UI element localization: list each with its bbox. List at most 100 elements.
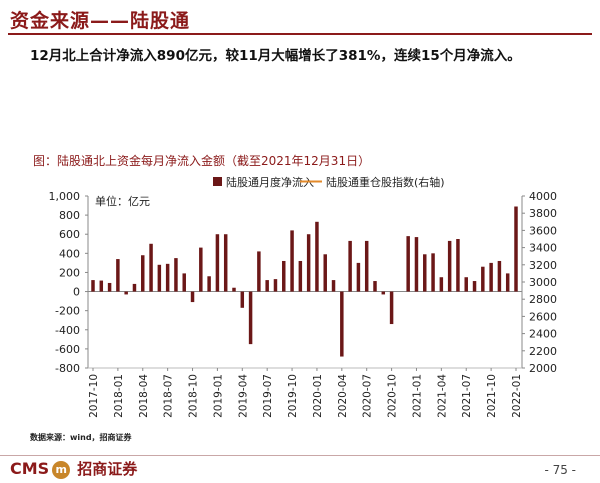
- x-tick-label: 2022-01: [511, 374, 523, 418]
- bar: [431, 253, 435, 292]
- x-tick-label: 2021-04: [436, 374, 448, 418]
- bar: [141, 255, 145, 292]
- logo-chinese-name: 招商证券: [77, 460, 138, 478]
- bar: [364, 240, 369, 292]
- bar: [497, 260, 502, 292]
- y2-tick-label: 2200: [529, 345, 557, 358]
- bar: [116, 259, 120, 292]
- unit-label: 单位：亿元: [95, 194, 150, 208]
- bar: [124, 291, 128, 295]
- y2-tick-label: 3800: [529, 207, 557, 220]
- y2-tick-label: 3200: [529, 259, 557, 272]
- bar: [505, 273, 510, 292]
- bar: [273, 279, 278, 292]
- page-subtitle: 12月北上合计净流入890亿元，较11月大幅增长了381%，连续15个月净流入。: [30, 48, 521, 64]
- logo-mark-icon: m: [52, 460, 71, 479]
- bar: [389, 291, 394, 325]
- x-tick-label: 2017-10: [88, 374, 100, 418]
- bar: [323, 254, 327, 292]
- x-tick-label: 2019-01: [212, 374, 224, 418]
- x-tick-label: 2020-10: [387, 374, 399, 418]
- y2-tick-label: 3600: [529, 224, 557, 237]
- bar: [356, 262, 361, 292]
- bar: [190, 291, 195, 303]
- bar: [157, 264, 162, 292]
- bar: [149, 243, 153, 292]
- bar: [306, 234, 311, 292]
- bar: [99, 280, 104, 292]
- bar: [456, 239, 460, 292]
- bar: [290, 230, 294, 292]
- x-tick-label: 2019-10: [287, 374, 299, 418]
- y-tick-label: 600: [59, 228, 80, 241]
- bar: [240, 291, 245, 308]
- y-tick-label: 1,000: [49, 190, 81, 203]
- bar: [464, 277, 468, 292]
- bar: [489, 262, 493, 292]
- bar: [107, 282, 112, 292]
- y-tick-label: -200: [55, 305, 80, 318]
- x-tick-label: 2020-07: [362, 374, 374, 418]
- bar: [223, 234, 228, 292]
- x-tick-label: 2021-10: [486, 374, 498, 418]
- bar: [232, 287, 236, 292]
- bar: [257, 251, 261, 292]
- bar: [414, 237, 419, 292]
- bar: [265, 280, 269, 292]
- bar: [423, 254, 427, 292]
- x-tick-label: 2018-10: [188, 374, 200, 418]
- y-tick-label: 200: [59, 266, 80, 279]
- page-title: 资金来源——陆股通: [10, 10, 191, 32]
- x-tick-label: 2018-01: [113, 374, 125, 418]
- x-tick-label: 2020-01: [312, 374, 324, 418]
- bar: [373, 281, 377, 292]
- bar: [439, 277, 444, 292]
- y2-tick-label: 3400: [529, 242, 557, 255]
- bar: [207, 276, 211, 292]
- x-tick-label: 2019-04: [237, 374, 249, 418]
- page-number: - 75 -: [544, 463, 576, 477]
- bar: [248, 291, 253, 345]
- bar: [282, 260, 286, 292]
- y2-tick-label: 4000: [529, 190, 557, 203]
- bar: [340, 291, 344, 357]
- bar: [472, 281, 477, 292]
- title-divider: [8, 33, 592, 35]
- bar: [199, 247, 203, 292]
- cms-logo: CMS m 招商证券: [10, 458, 137, 479]
- x-tick-label: 2019-07: [262, 374, 274, 418]
- x-tick-label: 2018-07: [163, 374, 175, 418]
- x-tick-label: 2020-04: [337, 374, 349, 418]
- x-tick-label: 2021-07: [461, 374, 473, 418]
- bar: [406, 236, 410, 292]
- bar: [514, 206, 518, 292]
- bar: [315, 221, 319, 292]
- y-tick-label: -600: [55, 343, 80, 356]
- logo-text: CMS: [10, 459, 50, 478]
- y2-tick-label: 2800: [529, 293, 557, 306]
- bar: [132, 283, 137, 292]
- y2-tick-label: 2000: [529, 362, 557, 375]
- bar: [174, 258, 178, 292]
- bar: [182, 273, 186, 292]
- legend-bar-swatch: [213, 177, 222, 186]
- y-tick-label: 800: [59, 209, 80, 222]
- footer-divider: [0, 455, 600, 456]
- data-source: 数据来源：wind，招商证券: [30, 433, 132, 442]
- bar: [298, 260, 303, 292]
- y-tick-label: -800: [55, 362, 80, 375]
- bar: [481, 266, 485, 292]
- y-tick-label: 0: [73, 286, 80, 299]
- bar: [91, 280, 95, 292]
- x-tick-label: 2021-01: [411, 374, 423, 418]
- bar: [348, 240, 352, 292]
- legend-line-label: 陆股通重仓股指数(右轴): [326, 175, 445, 189]
- y2-tick-label: 2400: [529, 328, 557, 341]
- y2-tick-label: 3000: [529, 276, 557, 289]
- bar: [331, 280, 336, 292]
- bar: [165, 263, 170, 292]
- legend-bar-label: 陆股通月度净流入: [226, 175, 314, 189]
- bar: [447, 240, 452, 292]
- bar: [381, 291, 386, 295]
